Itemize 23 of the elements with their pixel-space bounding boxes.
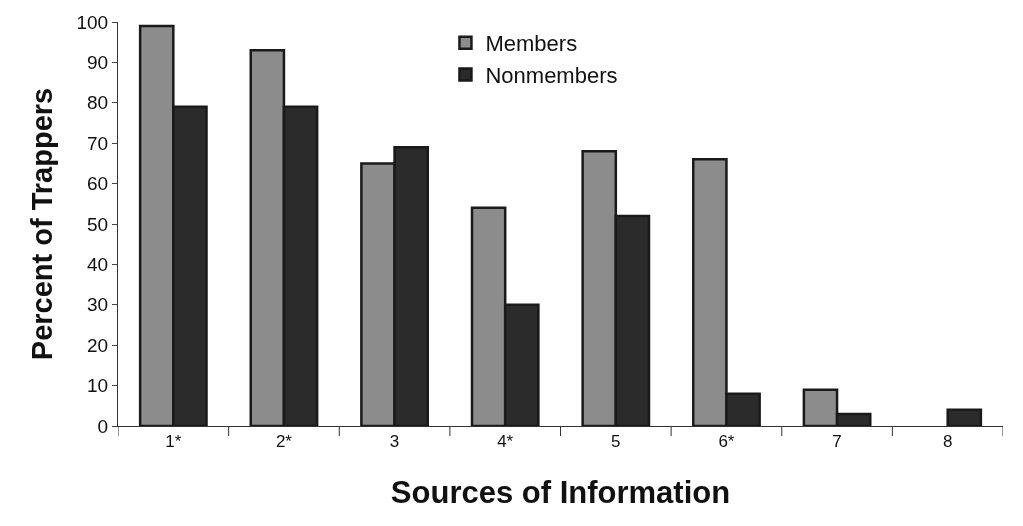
x-tick-label: 7 [832, 432, 842, 452]
x-tick-label: 2* [275, 432, 293, 452]
legend-label: Nonmembers [485, 62, 618, 88]
y-tick-label: 70 [87, 132, 109, 154]
y-tick-label: 90 [87, 52, 109, 74]
y-tick-label: 60 [87, 173, 109, 195]
y-tick-label: 30 [87, 294, 109, 316]
y-tick-label: 80 [87, 92, 109, 114]
y-tick-label: 50 [87, 213, 109, 235]
x-tick-label: 3 [389, 432, 400, 452]
x-tick-label: 8 [942, 432, 953, 452]
y-tick-label: 0 [97, 415, 109, 437]
x-axis-title: Sources of Information [390, 474, 731, 510]
x-tick-label: 6* [718, 432, 735, 452]
x-tick-label: 5 [611, 432, 621, 452]
y-tick-label: 40 [87, 254, 109, 276]
x-tick-label: 4* [497, 432, 514, 452]
y-tick-label: 100 [76, 11, 109, 33]
x-tick-label: 1* [165, 432, 182, 452]
y-tick-label: 20 [87, 334, 109, 356]
legend-label: Members [485, 31, 578, 57]
y-tick-label: 10 [87, 375, 109, 397]
y-axis-title: Percent of Trappers [25, 87, 58, 361]
